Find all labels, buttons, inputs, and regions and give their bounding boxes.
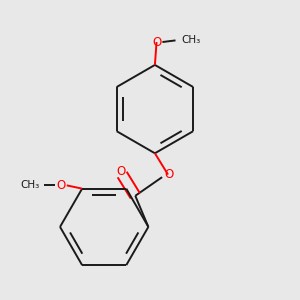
Text: O: O (164, 168, 174, 181)
Text: CH₃: CH₃ (20, 180, 40, 190)
Text: O: O (152, 35, 161, 49)
Text: CH₃: CH₃ (181, 35, 200, 45)
Text: O: O (117, 165, 126, 178)
Text: O: O (56, 179, 65, 192)
